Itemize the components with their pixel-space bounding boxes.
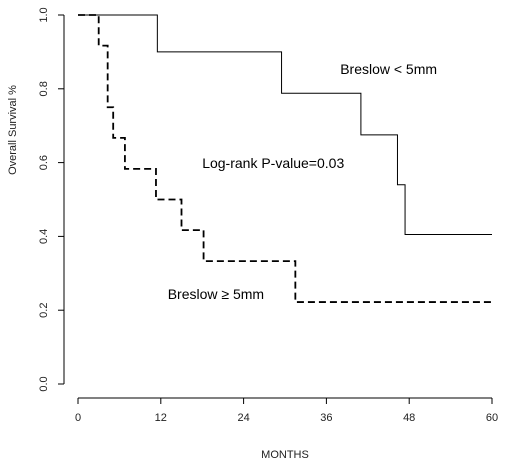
x-tick-label: 12 xyxy=(155,412,167,424)
series-layer xyxy=(78,14,492,303)
x-tick-label: 24 xyxy=(237,412,249,424)
annotation-3: Breslow ≥ 5mm xyxy=(168,286,264,302)
series-line-1 xyxy=(78,14,492,236)
x-tick-label: 0 xyxy=(75,412,81,424)
y-tick-label: 0.6 xyxy=(38,155,50,170)
y-tick-label: 0.4 xyxy=(38,229,50,244)
annotation-layer: Breslow < 5mm Log-rank P-value=0.03 Breslo… xyxy=(168,61,437,302)
annotation-2: Log-rank P-value=0.03 xyxy=(202,155,344,171)
y-axis-title: Overall Survival % xyxy=(7,85,19,175)
y-tick-label: 0.8 xyxy=(38,81,50,96)
y-tick-label: 0.0 xyxy=(38,376,50,391)
x-tick-label: 48 xyxy=(403,412,415,424)
x-tick-label: 36 xyxy=(320,412,332,424)
y-tick-label: 1.0 xyxy=(38,7,50,22)
series-line-2 xyxy=(78,14,492,303)
axes: 0 12 24 36 48 60 0.0 0.2 0.4 0.6 0.8 1.0 xyxy=(38,7,498,424)
x-axis-title: MONTHS xyxy=(261,449,309,461)
annotation-1: Breslow < 5mm xyxy=(340,61,437,77)
y-tick-label: 0.2 xyxy=(38,303,50,318)
x-tick-label: 60 xyxy=(486,412,498,424)
